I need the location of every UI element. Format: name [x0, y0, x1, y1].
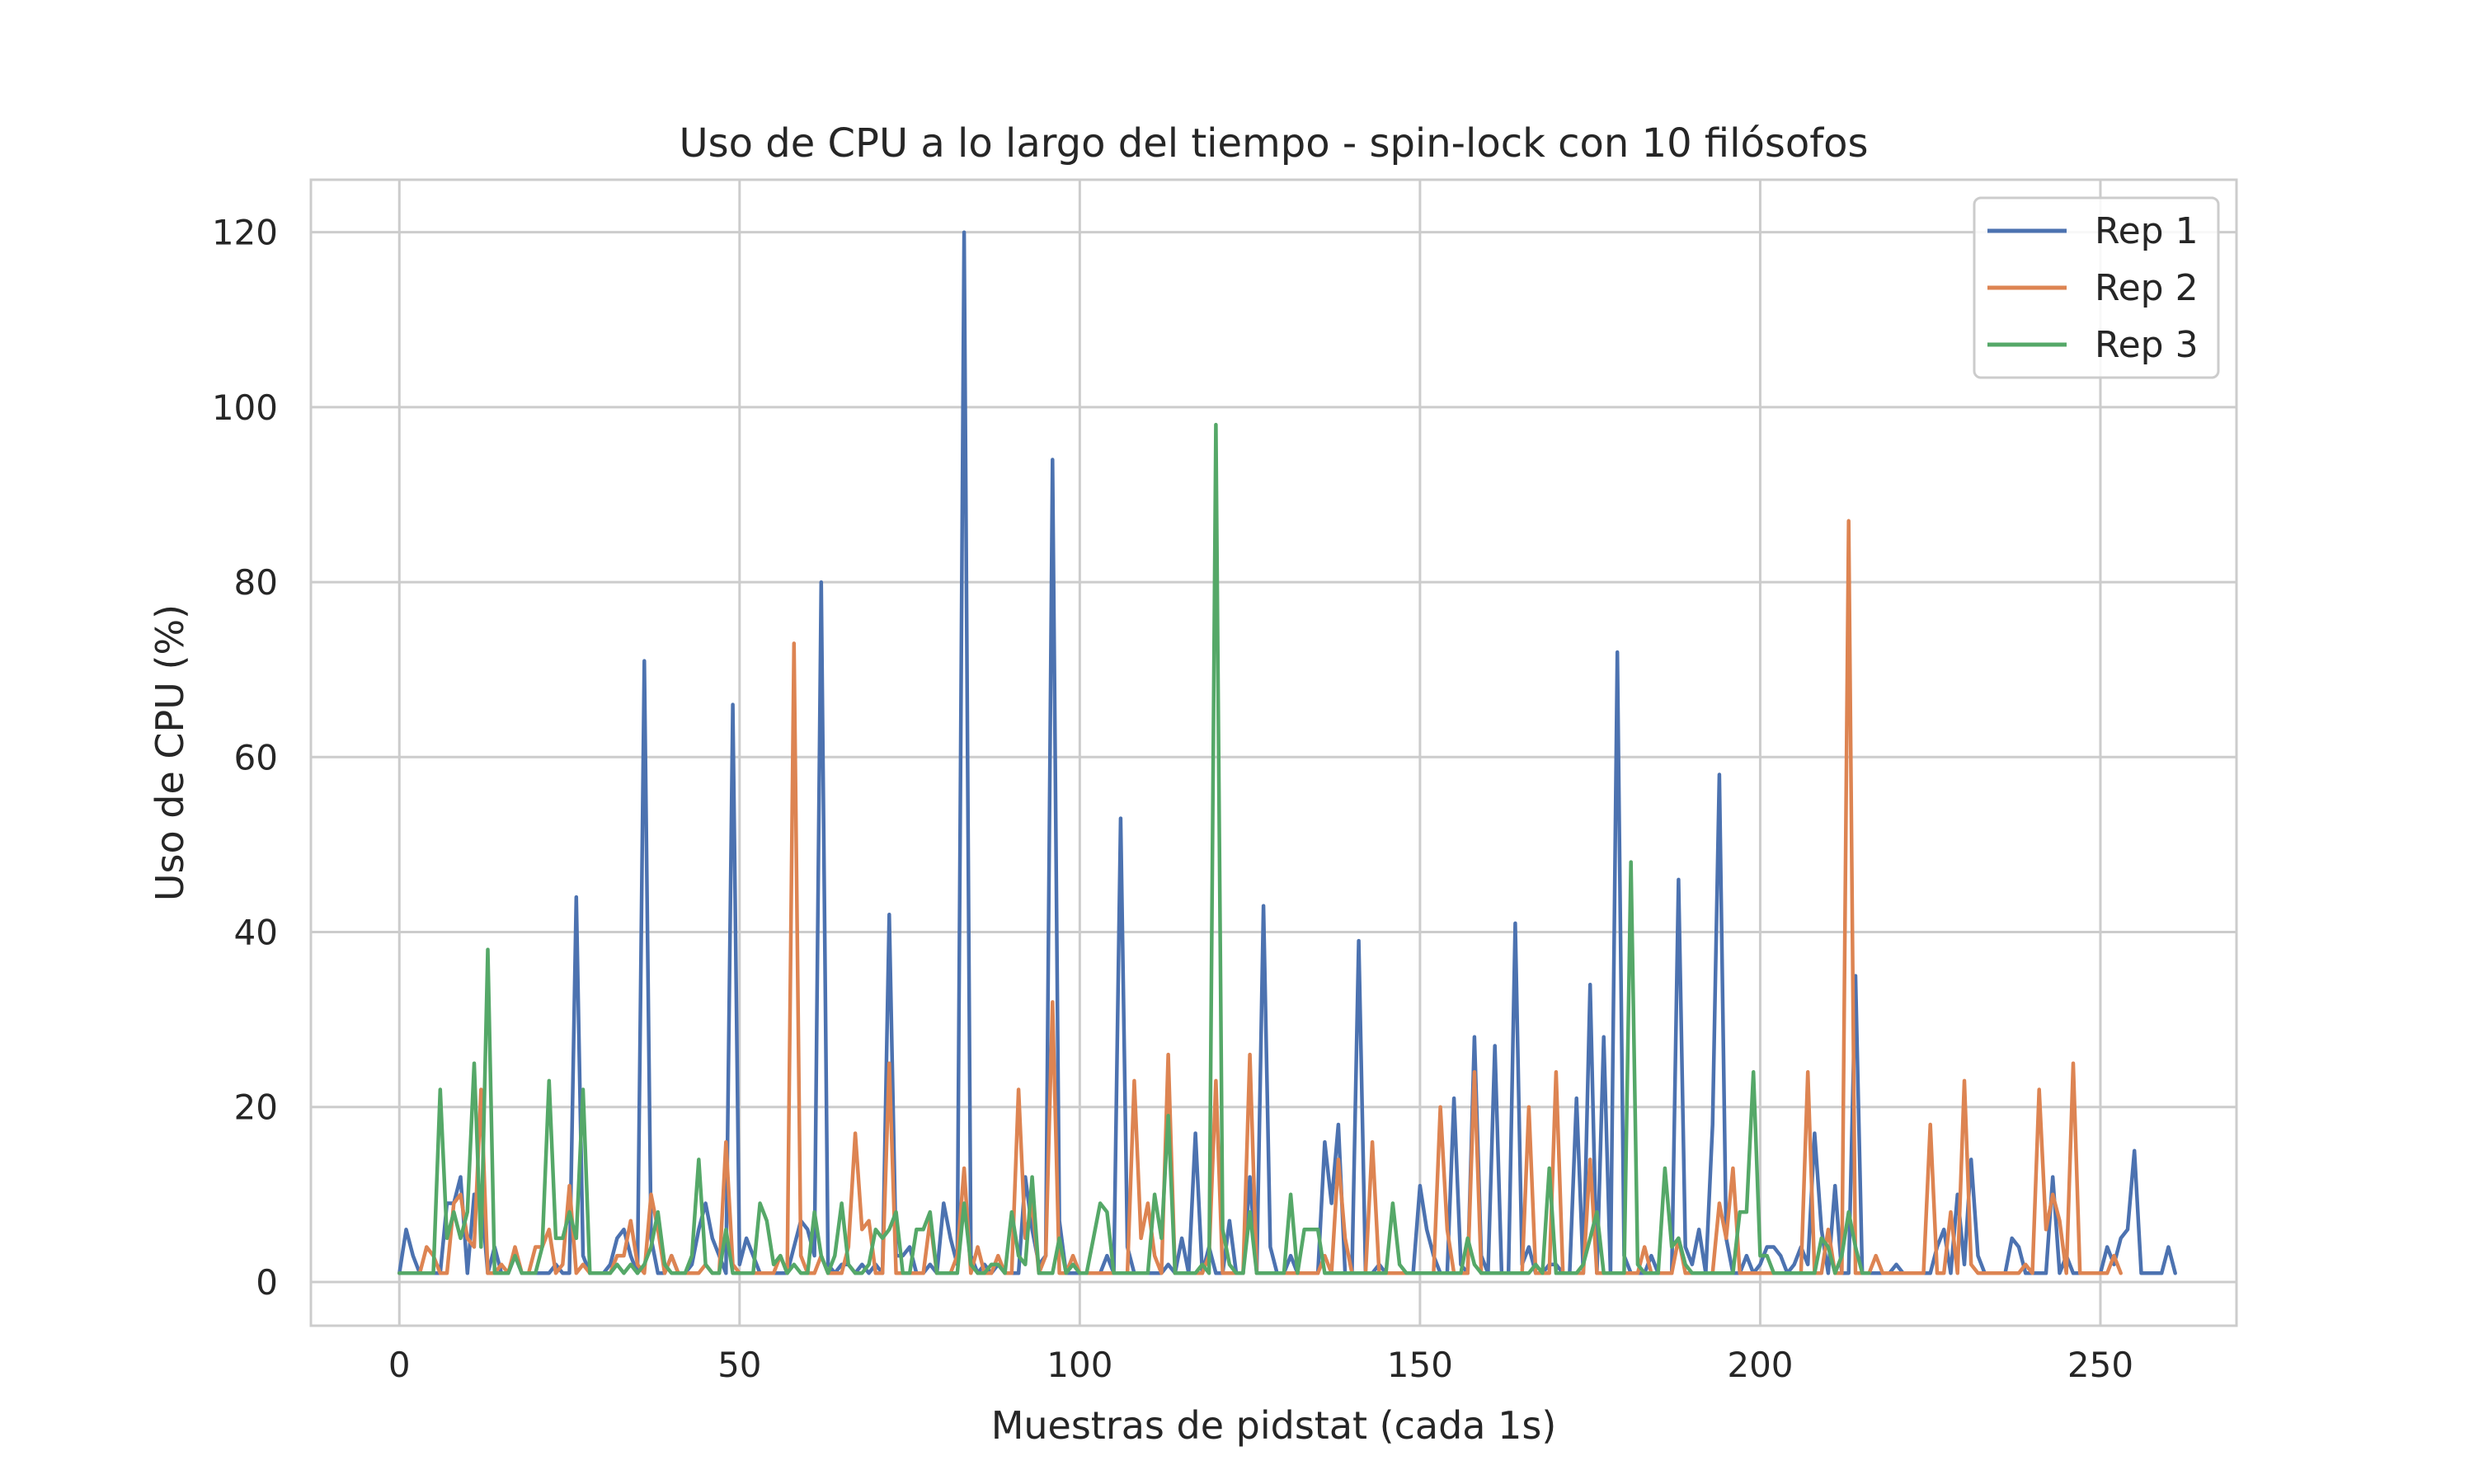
- legend-box: [1973, 196, 2220, 379]
- legend-label-rep-3: Rep 3: [2095, 324, 2199, 366]
- x-tick-label: 50: [717, 1345, 761, 1385]
- y-axis-title: Uso de CPU (%): [148, 604, 192, 901]
- x-tick-label: 100: [1047, 1345, 1112, 1385]
- y-tick-label: 20: [234, 1087, 278, 1128]
- x-tick-label: 250: [2067, 1345, 2133, 1385]
- y-tick-label: 80: [234, 562, 278, 603]
- x-tick-label: 150: [1387, 1345, 1453, 1385]
- series-line-rep-3: [397, 422, 1871, 1275]
- y-tick-labels: 0 20 40 60 80 100 120: [212, 213, 278, 1303]
- y-tick-label: 100: [212, 387, 278, 428]
- legend-label-rep-1: Rep 1: [2095, 210, 2199, 252]
- legend: Rep 1 Rep 2 Rep 3: [1973, 196, 2220, 379]
- x-tick-label: 200: [1727, 1345, 1793, 1385]
- grid-layer: [311, 180, 2236, 1326]
- legend-label-rep-2: Rep 2: [2095, 267, 2199, 309]
- y-tick-label: 60: [234, 737, 278, 777]
- y-tick-label: 120: [212, 213, 278, 253]
- series-layer: [397, 230, 2177, 1275]
- series-line-rep-1: [397, 230, 2177, 1275]
- x-axis-title: Muestras de pidstat (cada 1s): [991, 1403, 1557, 1448]
- x-tick-label: 0: [388, 1345, 411, 1385]
- chart-title: Uso de CPU a lo largo del tiempo - spin-…: [679, 120, 1868, 167]
- x-tick-labels: 0 50 100 150 200 250: [388, 1345, 2133, 1385]
- y-tick-label: 0: [256, 1262, 278, 1303]
- legend-items: Rep 1 Rep 2 Rep 3: [1987, 210, 2199, 366]
- y-tick-label: 40: [234, 913, 278, 953]
- plot-frame: [309, 178, 2238, 1327]
